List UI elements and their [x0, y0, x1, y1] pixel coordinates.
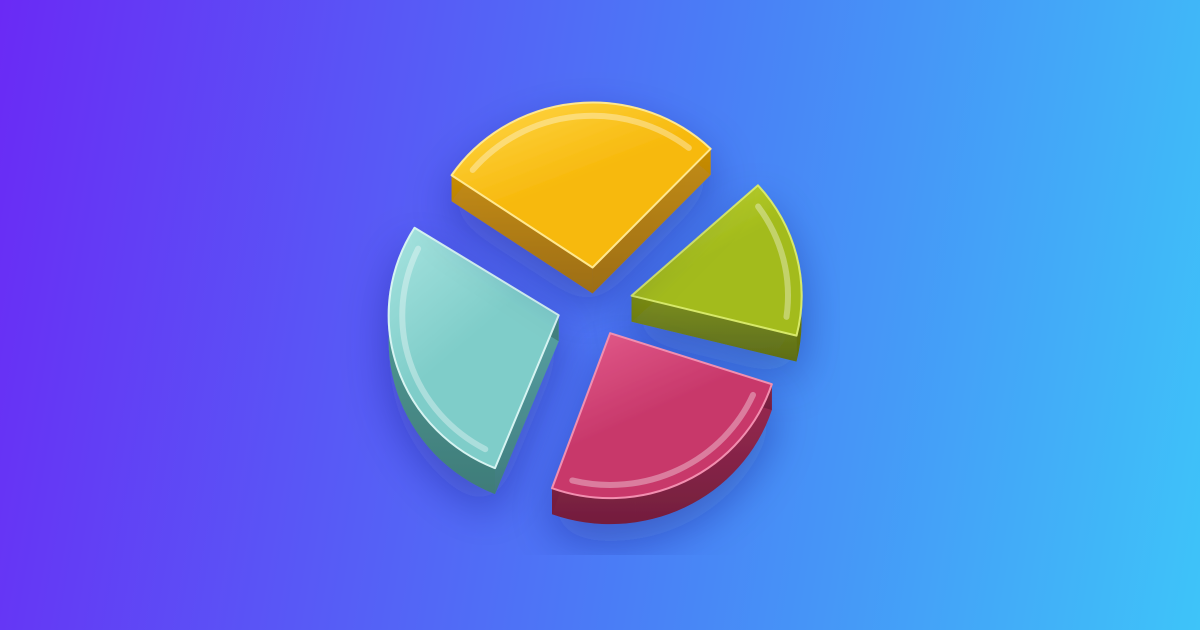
- pie-chart: [340, 55, 840, 555]
- pie-chart-svg: [340, 55, 840, 555]
- pie-slice-pink: [552, 333, 772, 524]
- pie-slice-teal: [389, 228, 559, 494]
- stage: [0, 0, 1200, 630]
